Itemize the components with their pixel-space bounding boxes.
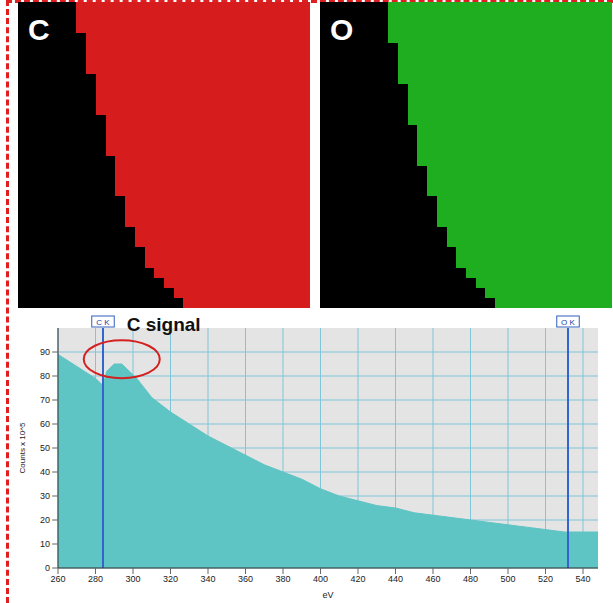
svg-text:480: 480	[463, 574, 478, 584]
svg-text:O K: O K	[561, 318, 575, 327]
svg-text:380: 380	[275, 574, 290, 584]
svg-text:70: 70	[40, 395, 50, 405]
svg-text:420: 420	[350, 574, 365, 584]
svg-text:400: 400	[313, 574, 328, 584]
svg-text:500: 500	[500, 574, 515, 584]
svg-text:40: 40	[40, 467, 50, 477]
svg-text:eV: eV	[322, 590, 333, 600]
svg-text:20: 20	[40, 515, 50, 525]
svg-text:520: 520	[538, 574, 553, 584]
svg-text:C K: C K	[96, 318, 110, 327]
svg-text:90: 90	[40, 347, 50, 357]
svg-text:80: 80	[40, 371, 50, 381]
svg-text:O: O	[330, 13, 353, 46]
svg-text:C: C	[28, 13, 50, 46]
svg-text:50: 50	[40, 443, 50, 453]
svg-text:300: 300	[125, 574, 140, 584]
svg-text:260: 260	[50, 574, 65, 584]
svg-text:Counts x 10^5: Counts x 10^5	[18, 422, 27, 473]
svg-text:30: 30	[40, 491, 50, 501]
svg-text:360: 360	[238, 574, 253, 584]
svg-text:280: 280	[88, 574, 103, 584]
svg-text:10: 10	[40, 539, 50, 549]
svg-text:460: 460	[425, 574, 440, 584]
svg-text:C signal: C signal	[127, 314, 201, 335]
svg-text:440: 440	[388, 574, 403, 584]
svg-text:540: 540	[575, 574, 590, 584]
svg-text:0: 0	[45, 563, 50, 573]
svg-text:60: 60	[40, 419, 50, 429]
svg-text:340: 340	[200, 574, 215, 584]
svg-text:320: 320	[163, 574, 178, 584]
